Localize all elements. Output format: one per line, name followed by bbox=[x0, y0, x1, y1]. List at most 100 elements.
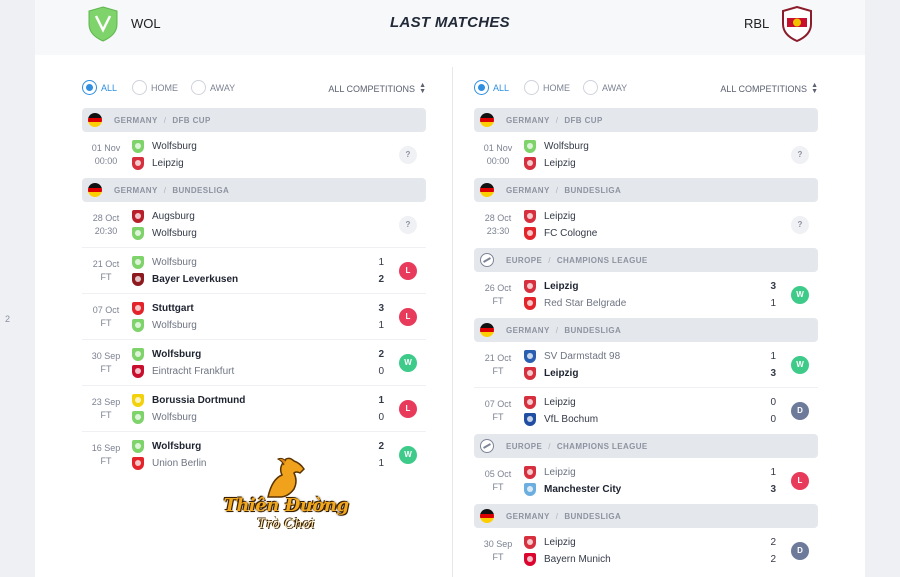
match-row[interactable]: 30 Sep FT Wolfsburg 2 Eintracht Frankfurt 0 W bbox=[82, 340, 426, 386]
match-date: 30 Sep FT bbox=[82, 350, 130, 376]
away-team-crest-icon bbox=[132, 157, 144, 170]
match-header: WOL LAST MATCHES RBL bbox=[35, 0, 865, 55]
result-badge: W bbox=[399, 446, 417, 464]
germany-flag-icon bbox=[480, 113, 494, 127]
away-team: Wolfsburg bbox=[132, 409, 197, 426]
match-row[interactable]: 21 Oct FT Wolfsburg 1 Bayer Leverkusen 2 L bbox=[82, 248, 426, 294]
filter-away-radio[interactable]: AWAY bbox=[191, 80, 235, 95]
home-team-name: Augsburg bbox=[152, 211, 195, 222]
radio-dot bbox=[583, 80, 598, 95]
home-team: Stuttgart bbox=[132, 300, 194, 317]
page-title: LAST MATCHES bbox=[390, 14, 510, 31]
match-row[interactable]: 16 Sep FT Wolfsburg 2 Union Berlin 1 W bbox=[82, 432, 426, 478]
match-row[interactable]: 05 Oct FT Leipzig 1 Manchester City 3 L bbox=[474, 458, 818, 504]
home-team-name: Wolfsburg bbox=[152, 257, 197, 268]
match-row[interactable]: 21 Oct FT SV Darmstadt 98 1 Leipzig 3 W bbox=[474, 342, 818, 388]
home-team: Wolfsburg bbox=[132, 438, 201, 455]
competition-country: EUROPE bbox=[506, 255, 543, 265]
home-team-name: Leipzig bbox=[544, 537, 576, 548]
match-row[interactable]: 07 Oct FT Stuttgart 3 Wolfsburg 1 L bbox=[82, 294, 426, 340]
result-badge: D bbox=[791, 402, 809, 420]
home-team: Leipzig bbox=[524, 534, 576, 551]
breadcrumb-separator: / bbox=[555, 185, 559, 195]
home-team-crest-icon bbox=[132, 140, 144, 153]
filter-home-label: HOME bbox=[543, 82, 570, 93]
match-row[interactable]: 28 Oct 23:30 Leipzig FC Cologne? bbox=[474, 202, 818, 248]
match-date: 23 Sep FT bbox=[82, 396, 130, 422]
away-team-name: Wolfsburg bbox=[152, 320, 197, 331]
filter-away-label: AWAY bbox=[210, 82, 236, 93]
away-score: 1 bbox=[378, 458, 384, 469]
home-team-name: SV Darmstadt 98 bbox=[544, 351, 621, 362]
match-row[interactable]: 01 Nov 00:00 Wolfsburg Leipzig? bbox=[82, 132, 426, 178]
home-score: 3 bbox=[378, 303, 384, 314]
filter-home-radio[interactable]: HOME bbox=[132, 80, 178, 95]
competition-select[interactable]: ALL COMPETITIONS ▲ ▼ bbox=[720, 82, 818, 95]
filter-all-label: ALL bbox=[101, 82, 118, 93]
home-team: Wolfsburg bbox=[132, 346, 201, 363]
competition-name: CHAMPIONS LEAGUE bbox=[556, 441, 648, 451]
watermark-line1: Thiên Đường bbox=[223, 495, 349, 516]
radio-dot bbox=[474, 80, 489, 95]
home-team: Wolfsburg bbox=[132, 254, 197, 271]
home-score: 1 bbox=[770, 467, 776, 478]
home-score: 0 bbox=[770, 397, 776, 408]
home-team: Wolfsburg bbox=[524, 138, 589, 155]
home-team: Leipzig bbox=[524, 394, 576, 411]
away-team: Wolfsburg bbox=[132, 317, 197, 334]
match-row[interactable]: 07 Oct FT Leipzig 0 VfL Bochum 0 D bbox=[474, 388, 818, 434]
competition-header: GERMANY / BUNDESLIGA bbox=[474, 178, 818, 202]
match-time: FT bbox=[492, 552, 504, 562]
match-row[interactable]: 28 Oct 20:30 Augsburg Wolfsburg? bbox=[82, 202, 426, 248]
competition-select[interactable]: ALL COMPETITIONS ▲ ▼ bbox=[328, 82, 426, 95]
match-time: 23:30 bbox=[486, 226, 510, 236]
match-time: FT bbox=[100, 272, 112, 282]
match-date: 28 Oct 23:30 bbox=[474, 212, 522, 238]
away-team-crest-icon bbox=[132, 365, 144, 378]
result-badge: L bbox=[791, 472, 809, 490]
away-score: 0 bbox=[378, 366, 384, 377]
match-time: 20:30 bbox=[94, 226, 118, 236]
match-day: 16 Sep bbox=[91, 443, 121, 453]
side-page-number: 2 bbox=[5, 314, 11, 324]
home-score: 1 bbox=[770, 351, 776, 362]
match-row[interactable]: 26 Oct FT Leipzig 3 Red Star Belgrade 1 W bbox=[474, 272, 818, 318]
home-team: Borussia Dortmund bbox=[132, 392, 245, 409]
match-time: FT bbox=[100, 318, 112, 328]
result-badge: ? bbox=[791, 216, 809, 234]
filter-all-radio[interactable]: ALL bbox=[474, 80, 509, 95]
breadcrumb-separator: / bbox=[548, 255, 551, 265]
home-team-name: Wolfsburg bbox=[152, 141, 197, 152]
away-team-name: Union Berlin bbox=[152, 458, 207, 469]
match-row[interactable]: 23 Sep FT Borussia Dortmund 1 Wolfsburg 0 L bbox=[82, 386, 426, 432]
filter-home-radio[interactable]: HOME bbox=[524, 80, 570, 95]
competition-country: GERMANY bbox=[506, 325, 550, 335]
away-team-name: Manchester City bbox=[544, 484, 622, 495]
away-team: Wolfsburg bbox=[132, 225, 197, 242]
match-time: FT bbox=[492, 366, 504, 376]
home-team: Leipzig bbox=[524, 208, 576, 225]
europe-flag-icon bbox=[480, 439, 494, 453]
column-divider bbox=[452, 67, 453, 577]
filter-home-label: HOME bbox=[151, 82, 178, 93]
germany-flag-icon bbox=[480, 509, 494, 523]
away-team: Manchester City bbox=[524, 481, 621, 498]
match-row[interactable]: 30 Sep FT Leipzig 2 Bayern Munich 2 D bbox=[474, 528, 818, 574]
home-score: 2 bbox=[378, 349, 384, 360]
match-date: 21 Oct FT bbox=[474, 352, 522, 378]
breadcrumb-separator: / bbox=[163, 115, 167, 125]
away-team-crest-icon bbox=[132, 273, 144, 286]
filter-all-radio[interactable]: ALL bbox=[82, 80, 117, 95]
away-team-column: ALL HOME AWAY ALL COMPETITIONS ▲ ▼ GERMANY… bbox=[474, 55, 818, 574]
home-score: 1 bbox=[378, 257, 384, 268]
away-score: 0 bbox=[770, 414, 776, 425]
competition-name: BUNDESLIGA bbox=[172, 185, 230, 195]
match-time: FT bbox=[492, 296, 504, 306]
match-row[interactable]: 01 Nov 00:00 Wolfsburg Leipzig? bbox=[474, 132, 818, 178]
filter-away-radio[interactable]: AWAY bbox=[583, 80, 627, 95]
competition-select-label: ALL COMPETITIONS bbox=[720, 84, 808, 94]
germany-flag-icon bbox=[480, 183, 494, 197]
away-team-crest-icon bbox=[132, 227, 144, 240]
away-team-name: Leipzig bbox=[152, 158, 184, 169]
match-date: 28 Oct 20:30 bbox=[82, 212, 130, 238]
